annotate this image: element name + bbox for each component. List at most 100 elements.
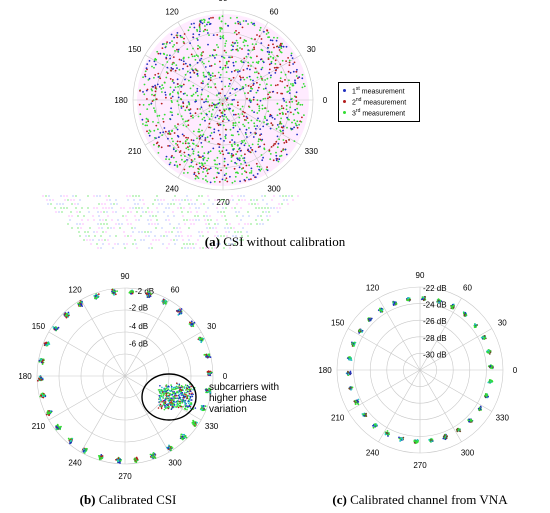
ghost-point-a	[244, 223, 246, 225]
point-a	[231, 87, 234, 90]
ghost-point-a	[83, 215, 85, 217]
ghost-point-a	[107, 227, 109, 229]
point-a	[190, 115, 193, 118]
point-a	[207, 78, 210, 81]
ghost-point-a	[163, 199, 165, 201]
ghost-point-a	[126, 243, 128, 245]
ghost-point-a	[161, 203, 163, 205]
point-a	[191, 114, 194, 117]
ghost-point-a	[132, 243, 134, 245]
point-a	[259, 169, 262, 172]
point-a	[221, 36, 224, 38]
point-a	[276, 114, 279, 116]
point-a	[267, 97, 269, 100]
point-a	[285, 101, 288, 103]
point-a	[176, 128, 179, 131]
point-a	[263, 121, 265, 123]
ghost-point-a	[152, 239, 154, 241]
point-a	[184, 78, 186, 81]
point-a	[250, 21, 253, 24]
point-a	[276, 158, 279, 160]
point-b	[130, 292, 132, 295]
point-a	[147, 79, 150, 81]
point-a	[207, 60, 210, 63]
point-a	[206, 136, 209, 139]
ghost-point-a	[79, 223, 81, 225]
ghost-point-a	[267, 207, 269, 209]
point-a	[160, 102, 163, 105]
point-a	[293, 126, 295, 129]
point-b-var	[171, 403, 173, 406]
ghost-point-a	[101, 203, 103, 205]
point-a	[200, 82, 203, 84]
point-a	[206, 21, 209, 24]
ghost-point-a	[168, 219, 170, 221]
point-a	[288, 61, 291, 64]
point-a	[232, 45, 235, 48]
ghost-point-a	[195, 243, 197, 245]
point-b	[98, 458, 101, 461]
point-a	[163, 113, 166, 116]
point-a	[223, 113, 226, 116]
point-b	[206, 389, 209, 391]
point-b	[209, 392, 212, 394]
point-a	[161, 64, 164, 66]
point-a	[258, 109, 261, 112]
ghost-point-a	[210, 219, 212, 221]
grid-spoke-a-240	[177, 99, 224, 179]
ghost-point-a	[96, 243, 98, 245]
point-a	[224, 137, 227, 140]
ghost-point-a	[127, 211, 129, 213]
point-b-var	[172, 391, 174, 394]
point-a	[249, 68, 251, 71]
point-a	[243, 125, 246, 128]
point-a	[200, 142, 203, 144]
point-a	[171, 129, 174, 132]
ghost-point-a	[177, 207, 179, 209]
point-b-var	[165, 397, 167, 399]
point-b	[79, 301, 82, 303]
point-a	[196, 61, 199, 64]
point-b-var	[172, 388, 174, 391]
point-c	[393, 301, 396, 303]
point-a	[199, 59, 201, 62]
point-a	[231, 139, 234, 141]
ghost-point-a	[134, 227, 136, 229]
point-a	[297, 101, 300, 104]
ghost-point-a	[201, 195, 203, 197]
point-a	[185, 106, 188, 109]
point-a	[189, 42, 192, 45]
point-b-var	[169, 402, 172, 405]
point-a	[263, 30, 265, 33]
grid-spoke-a-300	[222, 99, 269, 179]
annotation-text-3: variation	[209, 404, 247, 415]
point-b	[114, 293, 117, 296]
point-a	[189, 87, 192, 90]
point-b	[201, 404, 203, 407]
point-a	[294, 122, 297, 125]
point-c	[479, 408, 482, 410]
grid-spoke-c-60	[419, 297, 462, 371]
point-a	[155, 124, 158, 127]
point-b	[194, 425, 197, 427]
ghost-point-a	[190, 247, 192, 249]
point-a	[168, 145, 171, 147]
point-a	[180, 154, 183, 157]
point-a	[169, 111, 172, 113]
ghost-point-a	[66, 195, 68, 197]
point-a	[239, 150, 242, 152]
ghost-point-a	[167, 203, 169, 205]
point-a	[284, 79, 286, 81]
point-b	[208, 390, 211, 392]
point-a	[208, 110, 211, 113]
ghost-point-a	[278, 203, 280, 205]
point-a	[278, 108, 281, 111]
point-a	[217, 46, 220, 49]
point-a	[284, 113, 287, 115]
ghost-point-a	[157, 211, 159, 213]
angle-tick-a-240: 240	[165, 184, 179, 193]
point-a	[188, 103, 191, 106]
ghost-point-a	[138, 219, 140, 221]
point-c	[353, 400, 356, 403]
point-a	[181, 158, 183, 161]
